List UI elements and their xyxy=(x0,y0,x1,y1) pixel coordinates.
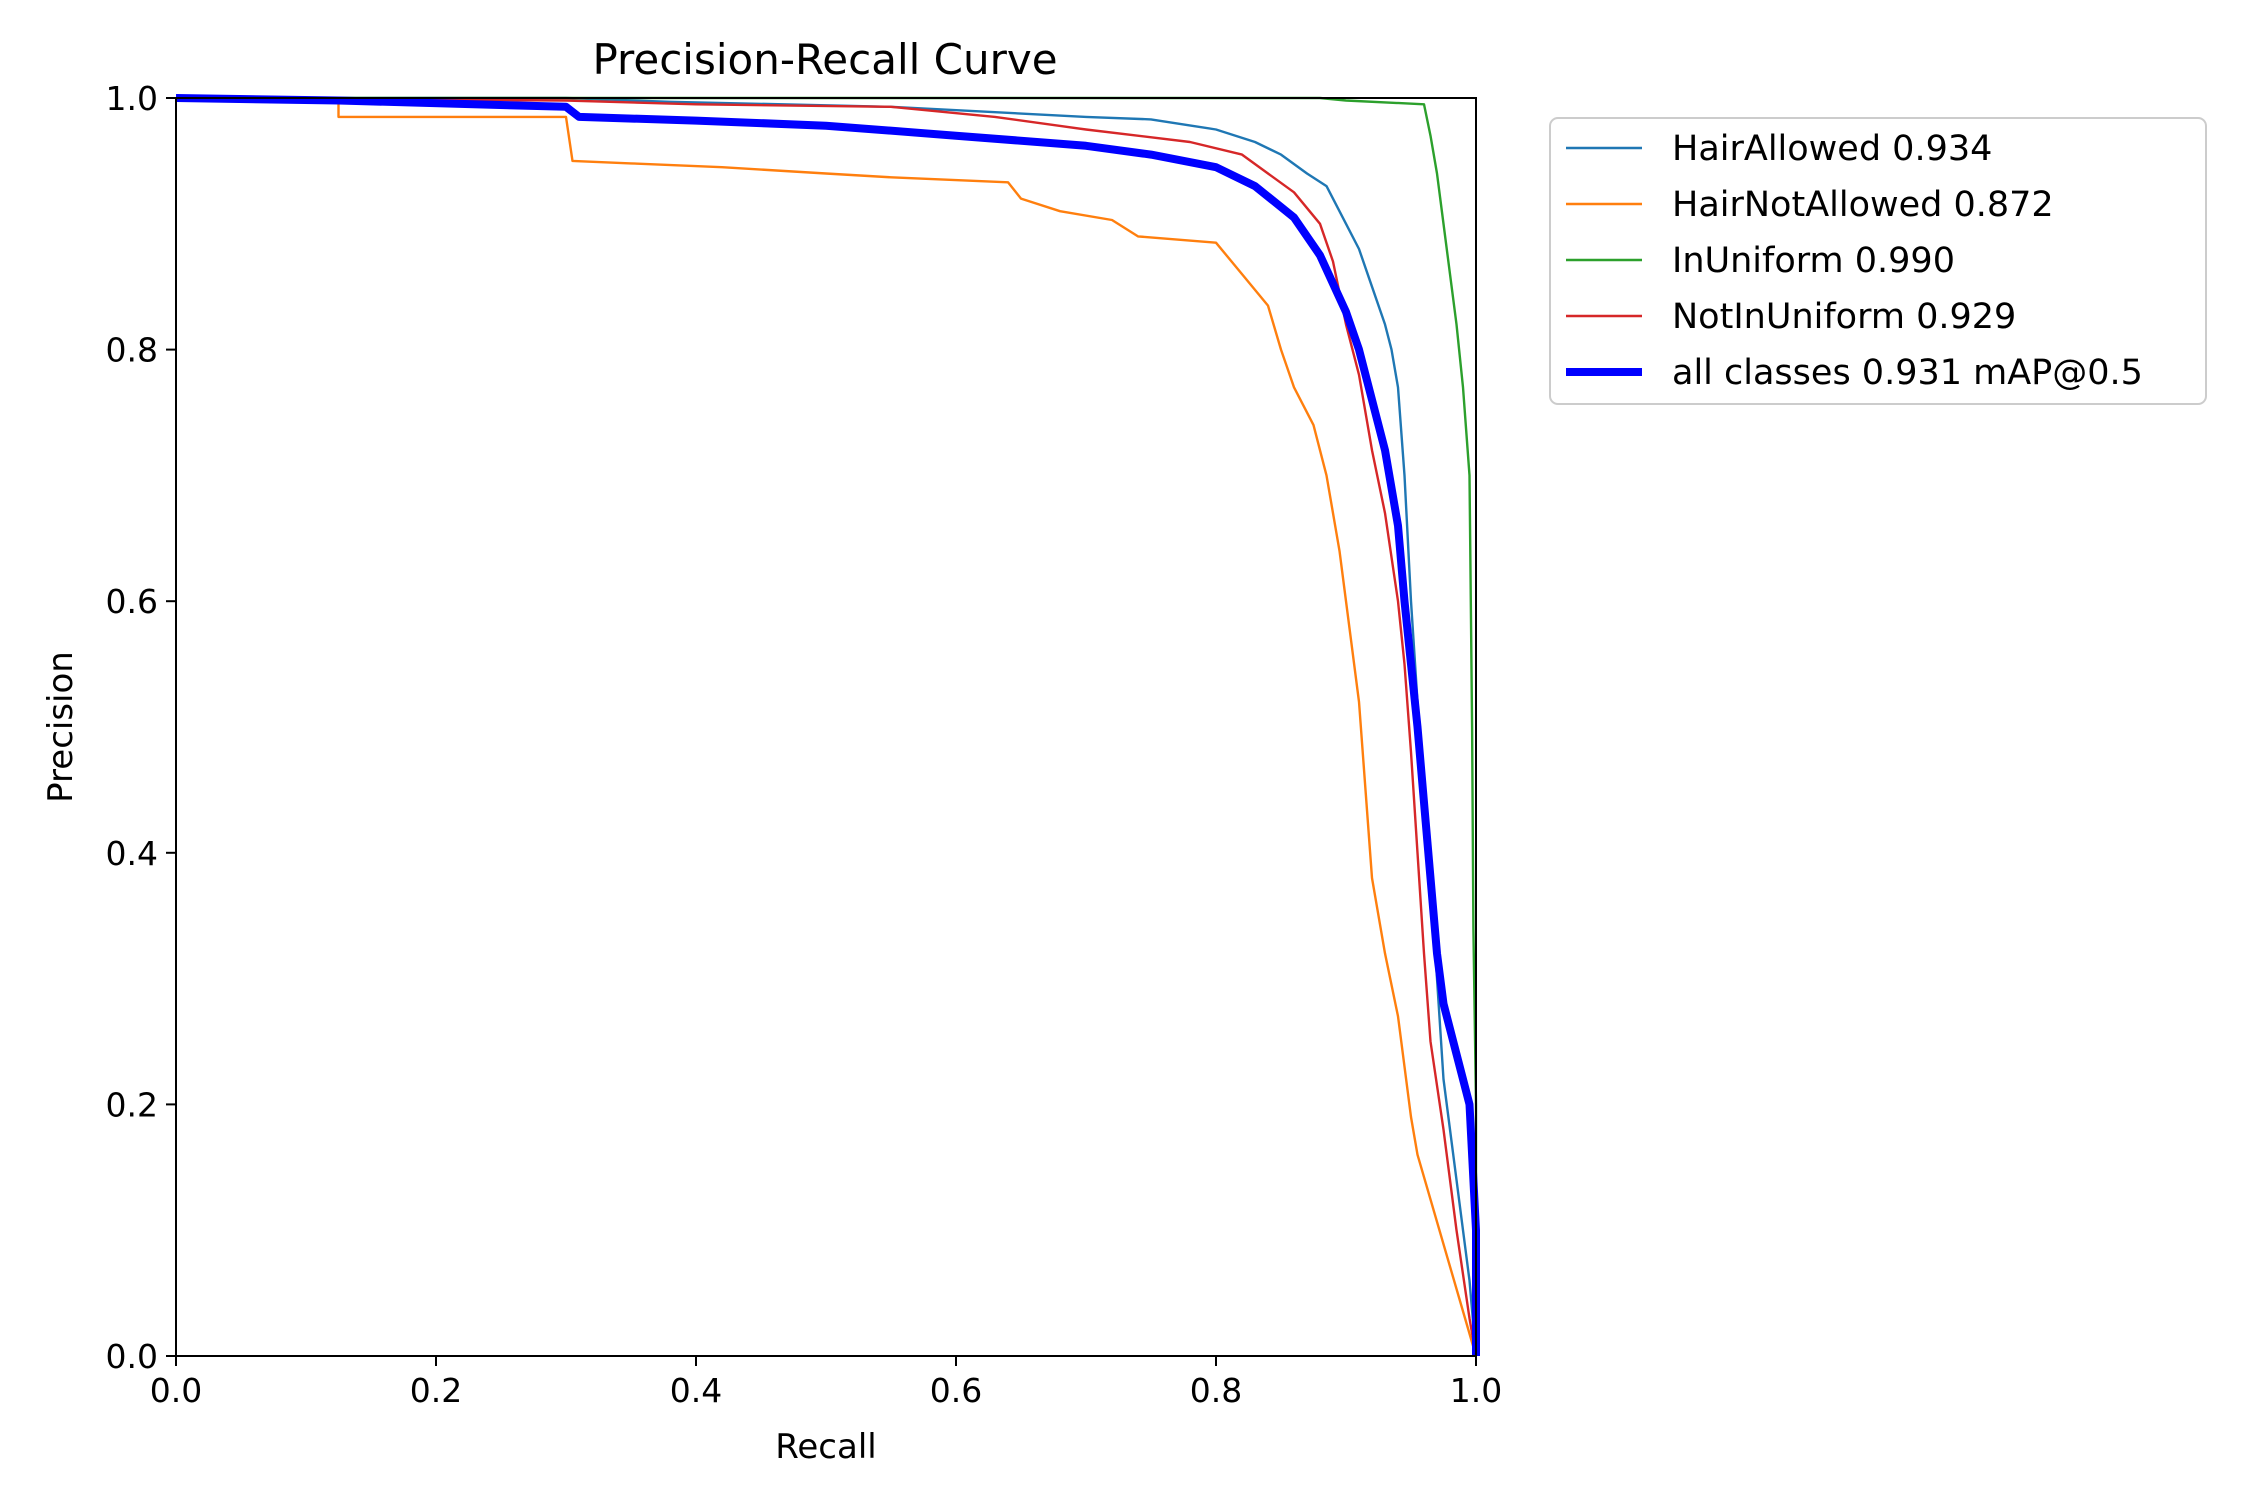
legend: HairAllowed 0.934 HairNotAllowed 0.872 InU… xyxy=(1549,117,2207,405)
y-axis-label: Precision xyxy=(41,651,81,803)
plot-area xyxy=(175,94,1480,1357)
x-tick-label: 0.0 xyxy=(150,1371,202,1410)
x-tick-label: 0.2 xyxy=(410,1371,462,1410)
series-line-3 xyxy=(175,96,1478,1357)
x-tick-label: 0.8 xyxy=(1190,1371,1242,1410)
x-tick-label: 0.4 xyxy=(670,1371,722,1410)
series-layer xyxy=(175,94,1480,1357)
y-tick-label: 0.4 xyxy=(106,834,158,873)
y-axis-ticks: 0.0 0.2 0.4 0.6 0.8 1.0 xyxy=(106,79,176,1376)
y-tick-label: 0.8 xyxy=(106,331,158,370)
legend-box xyxy=(1549,117,2207,405)
y-tick-label: 0.6 xyxy=(106,582,158,621)
chart-title: Precision-Recall Curve xyxy=(592,35,1057,84)
series-line-4 xyxy=(175,94,1480,1356)
x-axis-ticks: 0.0 0.2 0.4 0.6 0.8 1.0 xyxy=(150,1356,1502,1410)
plot-frame xyxy=(175,97,1477,1357)
x-tick-label: 0.6 xyxy=(930,1371,982,1410)
legend-entries: HairAllowed 0.934 HairNotAllowed 0.872 InU… xyxy=(1566,129,2143,393)
legend-label: all classes 0.931 mAP@0.5 xyxy=(1672,353,2143,393)
plot-background xyxy=(176,98,1476,1356)
legend-label: HairNotAllowed 0.872 xyxy=(1672,185,2054,225)
y-tick-label: 0.0 xyxy=(106,1337,158,1376)
series-line-1 xyxy=(175,96,1478,1357)
x-tick-label: 1.0 xyxy=(1450,1371,1502,1410)
x-axis-label: Recall xyxy=(775,1427,876,1467)
y-tick-label: 1.0 xyxy=(106,79,158,118)
legend-label: InUniform 0.990 xyxy=(1672,241,1955,281)
legend-label: NotInUniform 0.929 xyxy=(1672,297,2016,337)
series-line-2 xyxy=(176,96,1478,1356)
y-tick-label: 0.2 xyxy=(106,1085,158,1124)
legend-label: HairAllowed 0.934 xyxy=(1672,129,1992,169)
